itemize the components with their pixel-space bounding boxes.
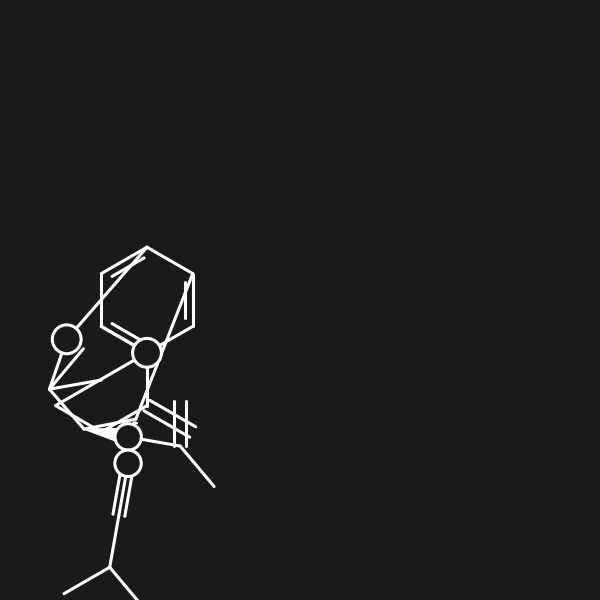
Circle shape: [133, 338, 161, 367]
Circle shape: [115, 424, 142, 450]
Polygon shape: [84, 428, 130, 445]
Circle shape: [115, 450, 141, 476]
Circle shape: [52, 325, 81, 353]
